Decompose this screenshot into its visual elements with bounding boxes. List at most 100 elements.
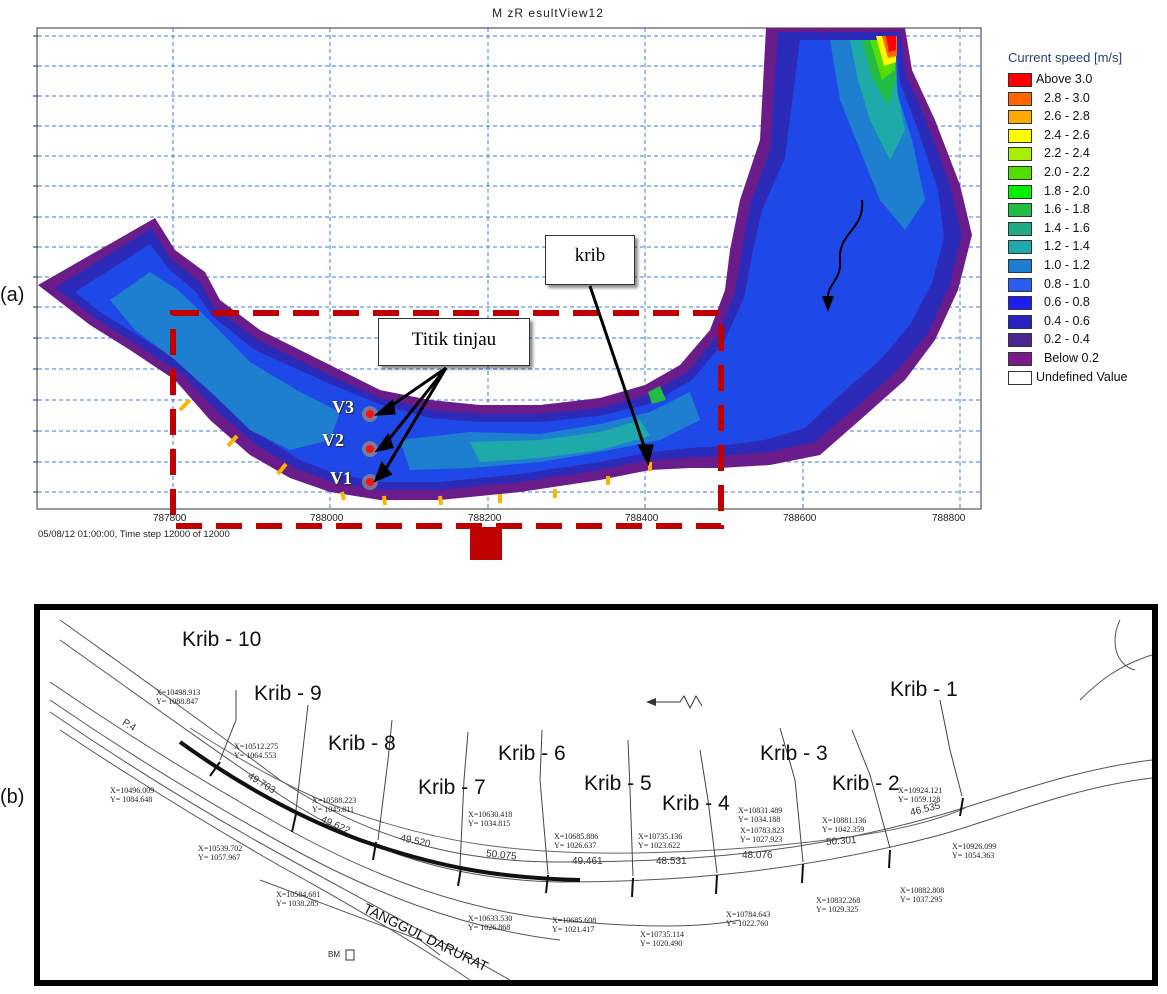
point-label-v3: V3: [332, 397, 354, 417]
x-tick-5: 788800: [932, 513, 966, 524]
legend: Current speed [m/s] Above 3.0 2.8 - 3.0 2.…: [1008, 50, 1166, 390]
krib-callout: krib: [545, 235, 635, 285]
legend-label: 1.4 - 1.6: [1044, 220, 1090, 235]
krib-label-9: Krib - 9: [254, 682, 322, 705]
coord-bottom-10: X=10496.009 Y= 1084.648: [110, 786, 155, 804]
legend-label: Undefined Value: [1036, 369, 1128, 384]
panel-b-label: (b): [0, 786, 25, 808]
river-flow-blue: [75, 40, 944, 482]
legend-swatch: [1008, 184, 1032, 199]
legend-title: Current speed [m/s]: [1008, 50, 1123, 65]
legend-swatch: [1008, 259, 1032, 273]
coord-bottom-9: X=10539.702 Y= 1057.967: [198, 844, 243, 862]
legend-label: 1.6 - 1.8: [1044, 202, 1090, 217]
coord-bottom-7: X=10633.530 Y= 1026.868: [468, 914, 513, 932]
legend-swatch: [1008, 296, 1032, 311]
krib-label-6: Krib - 6: [498, 742, 566, 765]
krib-label-10: Krib - 10: [182, 628, 262, 651]
krib-markers: [178, 398, 652, 506]
flow-arrow: [826, 199, 864, 301]
legend-swatch: [1008, 110, 1032, 125]
coord-bottom-8: X=10584.681 Y= 1038.285: [276, 890, 321, 908]
coord-top-9: X=10512.275 Y= 1064.553: [234, 742, 279, 760]
coord-bottom-2: X=10882.808 Y= 1037.295: [900, 886, 945, 904]
krib-label-4: Krib - 4: [662, 792, 730, 815]
legend-label: 2.6 - 2.8: [1044, 109, 1090, 124]
coord-bottom-3: X=10832.268 Y= 1029.325: [816, 896, 861, 914]
coord-top-6: X=10685.886 Y= 1026.637: [554, 832, 599, 850]
y-ticks: [33, 35, 38, 493]
krib-label-2: Krib - 2: [832, 772, 900, 795]
distance-label: 50.301: [825, 834, 857, 849]
observation-points: [362, 406, 378, 490]
krib-label-3: Krib - 3: [760, 742, 828, 765]
legend-swatch: [1008, 333, 1032, 348]
coord-top-4: X=10783.823 Y= 1027.923: [740, 826, 785, 844]
distance-label: 48.076: [742, 850, 773, 861]
point-label-v1: V1: [330, 468, 352, 488]
x-tick-4: 788600: [783, 513, 817, 524]
coord-bottom-1: X=10926.099 Y= 1054.363: [952, 842, 997, 860]
coord-top-10: X=10498.913 Y= 1088.847: [156, 688, 201, 706]
bm-label: BM: [328, 950, 340, 959]
titik-tinjau-callout: Titik tinjau: [378, 318, 530, 366]
krib-label-5: Krib - 5: [584, 772, 652, 795]
legend-swatch: [1008, 73, 1032, 87]
legend-label: 1.2 - 1.4: [1044, 239, 1090, 254]
panel-a-title: M zR esultView12: [492, 6, 604, 20]
legend-label: 2.4 - 2.6: [1044, 127, 1090, 142]
legend-swatch: [1008, 91, 1032, 106]
legend-label: 2.0 - 2.2: [1044, 165, 1090, 179]
x-tick-3: 788400: [625, 513, 659, 524]
legend-swatch: [1008, 203, 1032, 218]
point-label-v2: V2: [322, 430, 344, 450]
krib-layout-frame: Krib - 10 Krib - 9 Krib - 8 Krib - 7 Kri…: [34, 604, 1158, 986]
legend-swatch: [1008, 352, 1032, 366]
krib-layout-drawing: [49, 619, 1152, 980]
panel-a-label: (a): [0, 284, 25, 306]
x-tick-2: 788200: [468, 513, 502, 524]
legend-swatch: [1008, 314, 1032, 329]
krib-label-7: Krib - 7: [418, 776, 486, 799]
legend-swatch: [1008, 370, 1032, 385]
legend-label: Below 0.2: [1044, 351, 1099, 365]
legend-label: 2.2 - 2.4: [1044, 146, 1090, 161]
coord-top-7: X=10630.418 Y= 1034.815: [468, 810, 513, 828]
legend-label: 0.4 - 0.6: [1044, 313, 1090, 328]
legend-label: 0.6 - 0.8: [1044, 295, 1090, 310]
legend-swatch: [1008, 128, 1032, 143]
krib-alignment: [178, 740, 581, 882]
zoom-box: [170, 310, 724, 529]
zoom-down-arrow: [470, 527, 502, 560]
distance-label: 49.461: [572, 856, 603, 867]
legend-label: 2.8 - 3.0: [1044, 90, 1090, 105]
legend-swatch: [1008, 240, 1032, 255]
distance-label: 48.531: [656, 856, 687, 867]
krib-label-8: Krib - 8: [328, 732, 396, 755]
coord-top-5: X=10735.136 Y= 1023.622: [638, 832, 683, 850]
legend-label: 0.2 - 0.4: [1044, 332, 1090, 347]
krib-label-1: Krib - 1: [890, 678, 958, 701]
legend-swatch: [1008, 277, 1032, 292]
coord-top-3: X=10831.489 Y= 1034.188: [738, 806, 783, 824]
callout-arrows: [373, 285, 654, 483]
legend-swatch: [1008, 147, 1032, 162]
legend-label: 1.0 - 1.2: [1044, 258, 1090, 272]
x-tick-1: 788000: [310, 513, 344, 524]
legend-label: 1.8 - 2.0: [1044, 183, 1090, 198]
legend-label: Above 3.0: [1036, 72, 1093, 86]
legend-label: 0.8 - 1.0: [1044, 276, 1090, 291]
legend-swatch: [1008, 166, 1032, 180]
river-flow-light: [110, 272, 340, 450]
timestep-label: 05/08/12 01:00:00, Time step 12000 of 12…: [38, 529, 230, 540]
coord-bottom-5: X=10735.114 Y= 1020.490: [640, 930, 684, 948]
coord-top-2: X=10881.136 Y= 1042.359: [822, 816, 867, 834]
coord-bottom-6: X=10685.608 Y= 1021.417: [552, 916, 597, 934]
current-speed-map: [33, 27, 982, 560]
centerline: [189, 727, 966, 854]
x-tick-0: 787800: [153, 513, 187, 524]
coord-top-1: X=10924.121 Y= 1059.128: [898, 786, 943, 804]
coord-top-8: X=10588.223 Y= 1045.811: [312, 796, 357, 814]
legend-swatch: [1008, 221, 1032, 236]
coord-bottom-4: X=10784.643 Y= 1022.760: [726, 910, 771, 928]
